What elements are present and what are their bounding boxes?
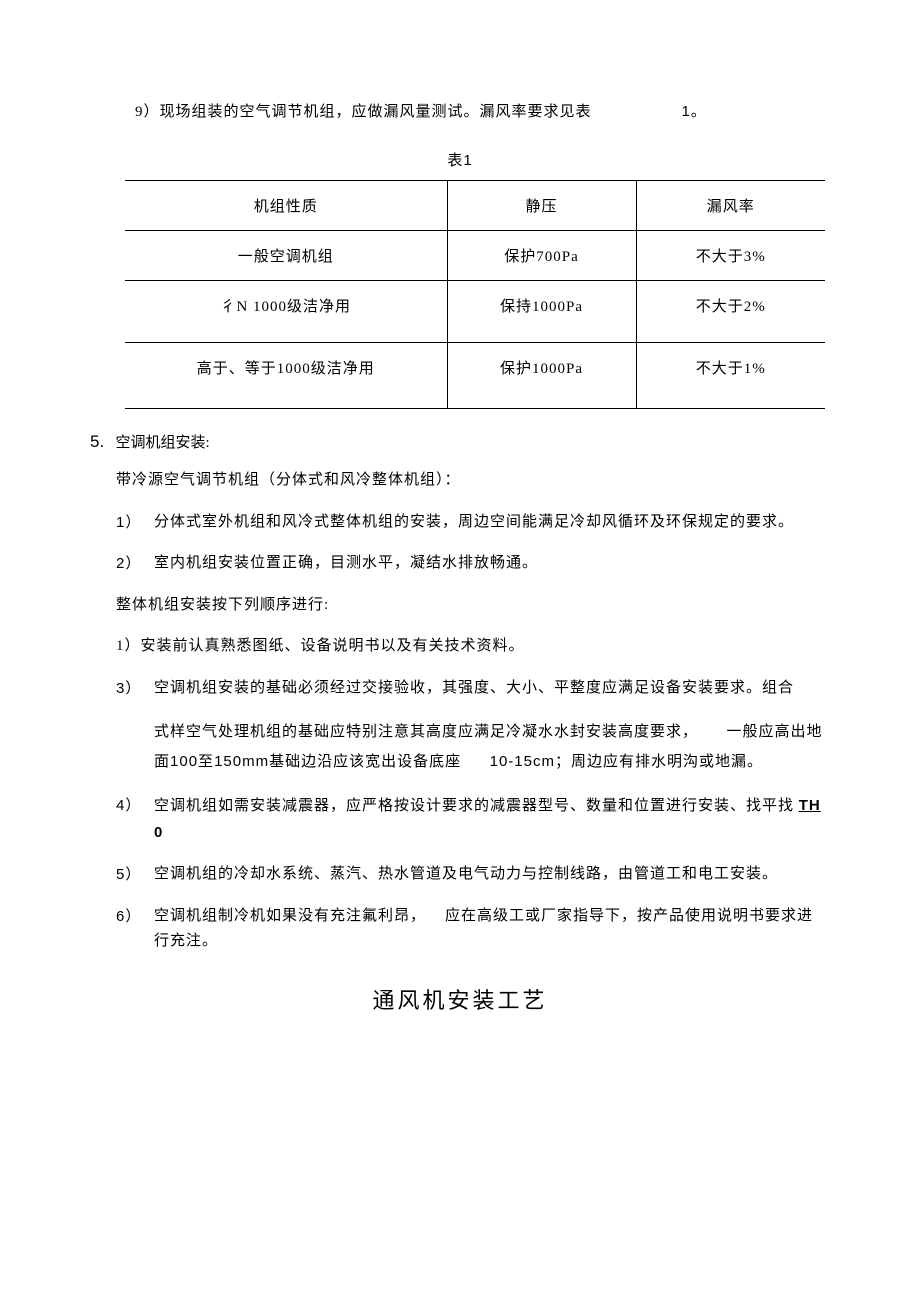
cell: 不大于2%: [636, 281, 825, 343]
text-part: 面: [154, 754, 170, 770]
text-part: 行充注。: [154, 933, 218, 949]
text-part: ；周边应有排水明沟或地漏。: [555, 754, 763, 770]
col-header-1: 机组性质: [125, 181, 447, 231]
seq-item-1: 1）安装前认真熟悉图纸、设备说明书以及有关技术资料。: [116, 634, 830, 660]
marker: 4）: [116, 793, 154, 846]
item-content: 室内机组安装位置正确，目测水平，凝结水排放畅通。: [154, 551, 830, 577]
marker: 1）: [116, 510, 154, 536]
section-5-heading: 5. 空调机组安装:: [90, 431, 830, 452]
table-caption: 表1: [90, 149, 830, 170]
table-row: 一般空调机组 保护700Pa 不大于3%: [125, 231, 825, 281]
num-100: 100: [170, 753, 198, 770]
line9-text: 现场组装的空气调节机组，应做漏风量测试。漏风率要求见表: [160, 104, 592, 120]
text-part: 应在高级工或厂家指导下，按产品使用说明书要求进: [445, 908, 813, 924]
line9-ref: 1: [682, 103, 691, 120]
cell: 不大于1%: [636, 343, 825, 409]
col-header-3: 漏风率: [636, 181, 825, 231]
section-5-title: 空调机组安装:: [115, 435, 209, 451]
paragraph-cold-source: 带冷源空气调节机组（分体式和风冷整体机组）：: [116, 468, 830, 494]
marker: 6）: [116, 904, 154, 955]
paragraph-9: 9）现场组装的空气调节机组，应做漏风量测试。漏风率要求见表 1。: [135, 100, 830, 121]
col-header-2: 静压: [447, 181, 636, 231]
cell: 保护1000Pa: [447, 343, 636, 409]
cell: 彳N 1000级洁净用: [125, 281, 447, 343]
list-item-5: 5） 空调机组的冷却水系统、蒸汽、热水管道及电气动力与控制线路，由管道工和电工安…: [116, 862, 830, 888]
list-item-1: 1） 分体式室外机组和风冷式整体机组的安装，周边空间能满足冷却风循环及环保规定的…: [116, 510, 830, 536]
line9-suffix: 。: [691, 104, 707, 120]
leak-rate-table: 机组性质 静压 漏风率 一般空调机组 保护700Pa 不大于3% 彳N 1000…: [125, 180, 825, 409]
th-zero: 0: [154, 824, 163, 841]
cell: 高于、等于1000级洁净用: [125, 343, 447, 409]
table-header-row: 机组性质 静压 漏风率: [125, 181, 825, 231]
th-label: TH: [799, 797, 821, 814]
cell: 保持1000Pa: [447, 281, 636, 343]
list-item-2: 2） 室内机组安装位置正确，目测水平，凝结水排放畅通。: [116, 551, 830, 577]
table-row: 彳N 1000级洁净用 保持1000Pa 不大于2%: [125, 281, 825, 343]
section-heading-fan: 通风机安装工艺: [90, 983, 830, 1015]
text-part: 空调机组制冷机如果没有充注氟利昂，: [154, 908, 426, 924]
num-150mm: 150mm: [214, 753, 269, 770]
paragraph-whole-unit: 整体机组安装按下列顺序进行:: [116, 593, 830, 619]
list-item-3-continuation: 式样空气处理机组的基础应特别注意其高度应满足冷凝水水封安装高度要求， 一般应高出…: [154, 717, 830, 777]
cell: 一般空调机组: [125, 231, 447, 281]
num-10-15cm: 10-15cm: [490, 753, 555, 770]
item-content: 分体式室外机组和风冷式整体机组的安装，周边空间能满足冷却风循环及环保规定的要求。: [154, 510, 830, 536]
cell: 保护700Pa: [447, 231, 636, 281]
list-item-6: 6） 空调机组制冷机如果没有充注氟利昂， 应在高级工或厂家指导下，按产品使用说明…: [116, 904, 830, 955]
item-content: 空调机组如需安装减震器，应严格按设计要求的减震器型号、数量和位置进行安装、找平找…: [154, 793, 830, 846]
text-part: 一般应高出地: [727, 724, 823, 740]
text-part: 基础边沿应该宽出设备底座: [269, 754, 461, 770]
table-row: 高于、等于1000级洁净用 保护1000Pa 不大于1%: [125, 343, 825, 409]
caption-num: 1: [463, 152, 472, 169]
item-content: 空调机组的冷却水系统、蒸汽、热水管道及电气动力与控制线路，由管道工和电工安装。: [154, 862, 830, 888]
cell: 不大于3%: [636, 231, 825, 281]
line9-prefix: 9）: [135, 104, 160, 120]
list-item-4: 4） 空调机组如需安装减震器，应严格按设计要求的减震器型号、数量和位置进行安装、…: [116, 793, 830, 846]
list-item-3: 3） 空调机组安装的基础必须经过交接验收，其强度、大小、平整度应满足设备安装要求…: [116, 676, 830, 702]
text-part: 至: [198, 754, 214, 770]
marker: 2）: [116, 551, 154, 577]
section-5-num: 5.: [90, 432, 104, 451]
text-part: 空调机组如需安装减震器，应严格按设计要求的减震器型号、数量和位置进行安装、找平找: [154, 798, 799, 814]
item-content: 空调机组制冷机如果没有充注氟利昂， 应在高级工或厂家指导下，按产品使用说明书要求…: [154, 904, 830, 955]
marker: 5）: [116, 862, 154, 888]
text-part: 式样空气处理机组的基础应特别注意其高度应满足冷凝水水封安装高度要求，: [154, 724, 698, 740]
marker: 3）: [116, 676, 154, 702]
item-content: 空调机组安装的基础必须经过交接验收，其强度、大小、平整度应满足设备安装要求。组合: [154, 676, 830, 702]
caption-prefix: 表: [447, 153, 463, 169]
